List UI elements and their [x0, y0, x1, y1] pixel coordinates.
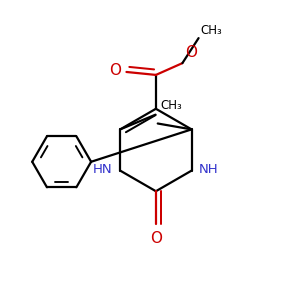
Text: NH: NH — [199, 163, 219, 176]
Text: CH₃: CH₃ — [200, 24, 222, 37]
Text: O: O — [150, 231, 162, 246]
Text: O: O — [109, 63, 121, 78]
Text: CH₃: CH₃ — [160, 99, 182, 112]
Text: O: O — [185, 45, 197, 60]
Text: HN: HN — [93, 163, 113, 176]
